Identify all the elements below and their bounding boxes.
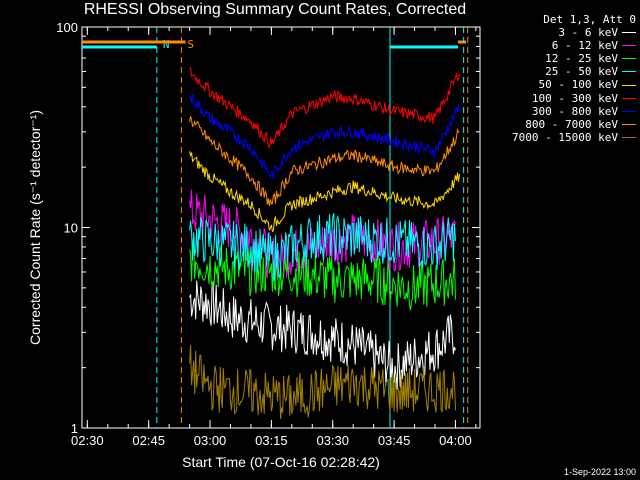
legend-item: 100 - 300 keV (480, 92, 636, 105)
legend-item: 3 - 6 keV (480, 26, 636, 39)
series-line (189, 67, 460, 149)
series-line (189, 116, 460, 206)
legend-label: 300 - 800 keV (531, 104, 618, 118)
legend-swatch (622, 136, 636, 138)
legend: Det 1,3, Att 0 3 - 6 keV 6 - 12 keV 12 - 2… (480, 13, 636, 144)
legend-label: 800 - 7000 keV (525, 117, 618, 131)
legend-swatch (622, 123, 636, 125)
x-tick-label: 02:30 (71, 433, 104, 448)
x-tick-label: 03:45 (378, 433, 411, 448)
legend-swatch (622, 97, 636, 99)
x-tick-label: 03:15 (255, 433, 288, 448)
plot-frame (81, 26, 481, 429)
legend-label: 7000 - 15000 keV (512, 130, 618, 144)
y-axis-label: Corrected Count Rate (s⁻¹ detector⁻¹) (27, 110, 43, 345)
y-tick-label: 1 (71, 421, 78, 436)
x-tick-label: 02:45 (132, 433, 165, 448)
legend-item: 12 - 25 keV (480, 52, 636, 65)
legend-item: 50 - 100 keV (480, 78, 636, 91)
legend-swatch (622, 45, 636, 47)
legend-label: 12 - 25 keV (545, 52, 618, 66)
legend-swatch (622, 84, 636, 86)
legend-swatch (622, 110, 636, 112)
legend-label: 50 - 100 keV (538, 78, 618, 92)
legend-swatch (622, 32, 636, 34)
legend-label: 25 - 50 keV (545, 65, 618, 79)
legend-item: 300 - 800 keV (480, 105, 636, 118)
y-tick-label: 100 (56, 20, 78, 35)
legend-label: 100 - 300 keV (531, 91, 618, 105)
series-line (189, 151, 460, 233)
series-line (189, 345, 456, 420)
legend-item: 7000 - 15000 keV (480, 131, 636, 144)
marker-label: S (187, 38, 194, 51)
series-line (189, 235, 456, 311)
marker-label: N (163, 38, 170, 51)
legend-swatch (622, 58, 636, 60)
x-tick-label: 03:00 (194, 433, 227, 448)
legend-item: 25 - 50 keV (480, 65, 636, 78)
y-tick-label: 10 (64, 221, 78, 236)
legend-item: 6 - 12 keV (480, 39, 636, 52)
legend-header: Det 1,3, Att 0 (543, 13, 636, 26)
x-axis-label: Start Time (07-Oct-16 02:28:42) (182, 454, 380, 470)
legend-label: 6 - 12 keV (551, 39, 618, 53)
x-tick-label: 04:00 (439, 433, 472, 448)
x-tick-label: 03:30 (316, 433, 349, 448)
series-line (189, 213, 456, 282)
timestamp-footer: 1-Sep-2022 13:00 (563, 467, 636, 477)
chart-title: RHESSI Observing Summary Count Rates, Co… (83, 1, 467, 18)
series-line (189, 280, 456, 390)
legend-item: 800 - 7000 keV (480, 118, 636, 131)
legend-swatch (622, 71, 636, 73)
legend-label: 3 - 6 keV (558, 26, 618, 40)
series-line (189, 93, 460, 180)
